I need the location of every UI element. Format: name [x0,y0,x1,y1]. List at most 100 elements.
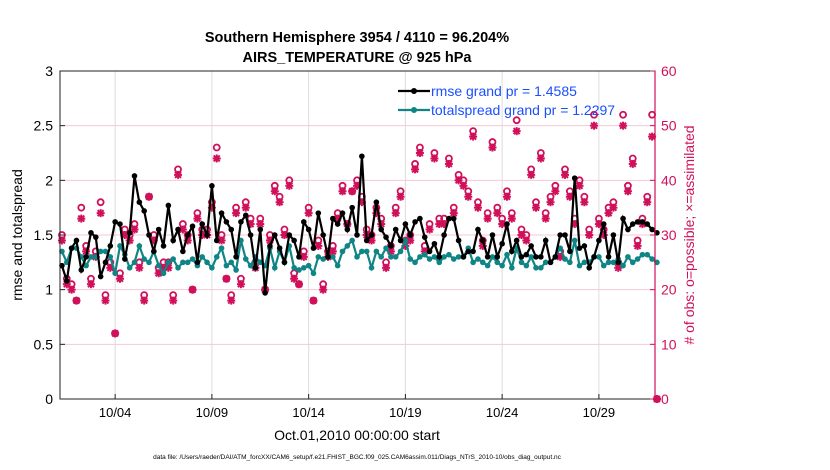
rmse-point [141,208,147,214]
asterisk-stroke [290,275,298,283]
possible-marker [290,269,299,278]
possible-marker [207,198,216,207]
asterisk-stroke [154,269,163,277]
possible-marker [227,291,236,300]
y2-tick-label: 10 [661,336,677,352]
possible-marker [304,203,313,212]
assimilated-marker [575,181,584,190]
rmse-point [533,254,539,260]
rmse-point [102,259,109,266]
possible-marker [561,165,569,174]
rmse-point [567,248,573,255]
totalspread-point [189,256,196,262]
y-tick-label: 2 [45,172,53,188]
y2-tick-label: 40 [661,172,677,188]
asterisk-stroke [643,198,651,206]
rmse-point [610,232,617,238]
totalspread-point [625,254,631,260]
possible-marker [285,176,294,185]
totalspread-point [296,267,302,273]
asterisk-stroke [493,209,502,217]
rmse-point [146,232,152,238]
legend-spread-marker [411,107,417,113]
possible-marker [256,214,265,223]
possible-marker [454,170,463,179]
totalspread-point [470,259,476,266]
y-tick-label: 2.5 [34,118,54,134]
possible-marker [474,198,482,207]
rmse-point [325,254,331,260]
totalspread-point [504,251,510,258]
asterisk-stroke [488,143,497,152]
asterisk-stroke [498,220,506,228]
totalspread-point [581,259,588,266]
rmse-point [625,226,631,233]
rmse-point [199,221,206,227]
y2-axis-label: # of obs: o=possible; ×=assimilated [681,125,697,344]
possible-marker [580,192,589,201]
possible-marker [140,291,149,300]
totalspread-point [441,254,447,260]
asterisk-stroke [595,220,603,228]
totalspread-point [160,270,167,277]
possible-marker [72,296,81,305]
possible-marker [164,258,173,267]
rmse-point [209,183,215,189]
assimilated-marker [628,159,637,168]
rmse-point [547,259,554,266]
rmse-point [213,237,220,244]
possible-marker [594,214,603,223]
possible-marker [193,209,202,218]
rmse-point [320,232,326,238]
rmse-point [557,232,563,238]
possible-marker [503,187,511,196]
totalspread-point [165,259,172,266]
asterisk-stroke [551,187,560,195]
asterisk-stroke [101,296,110,305]
rmse-point [649,226,655,233]
rmse-point [315,210,322,216]
asterisk-stroke [135,264,144,272]
rmse-point [233,254,239,260]
asterisk-stroke [193,214,202,223]
asterisk-stroke [450,209,458,217]
asterisk-stroke [382,264,390,272]
rmse-point [131,173,138,179]
possible-marker [174,165,182,174]
rmse-point [513,237,520,244]
rmse-point [499,240,505,247]
totalspread-point [407,256,414,262]
possible-marker [299,247,308,256]
rmse-point [538,254,544,260]
legend-rmse-marker [411,88,417,94]
possible-marker [633,236,642,245]
totalspread-point [383,245,389,251]
assimilated-marker [391,209,400,218]
possible-marker [643,192,652,201]
rmse-point [426,248,433,255]
rmse-point [310,245,317,251]
totalspread-point [567,259,573,266]
totalspread-point [402,237,409,244]
rmse-point [528,243,534,249]
asterisk-stroke [614,264,622,272]
rmse-point [68,245,75,251]
asterisk-stroke [130,225,139,234]
rmse-point [494,254,501,260]
rmse-point [184,232,191,238]
rmse-point [446,215,452,222]
rmse-point [126,230,133,236]
rmse-point [431,240,438,247]
totalspread-point [330,254,336,260]
asterisk-stroke [445,160,453,168]
totalspread-point [518,259,525,266]
asterisk-stroke [633,242,642,250]
y-tick-label: 0 [45,391,53,407]
totalspread-point [499,262,505,269]
rmse-point [228,226,235,233]
asterisk-stroke [300,253,308,261]
rmse-point [160,243,167,249]
rmse-point [276,245,283,251]
asterisk-stroke [396,193,405,201]
